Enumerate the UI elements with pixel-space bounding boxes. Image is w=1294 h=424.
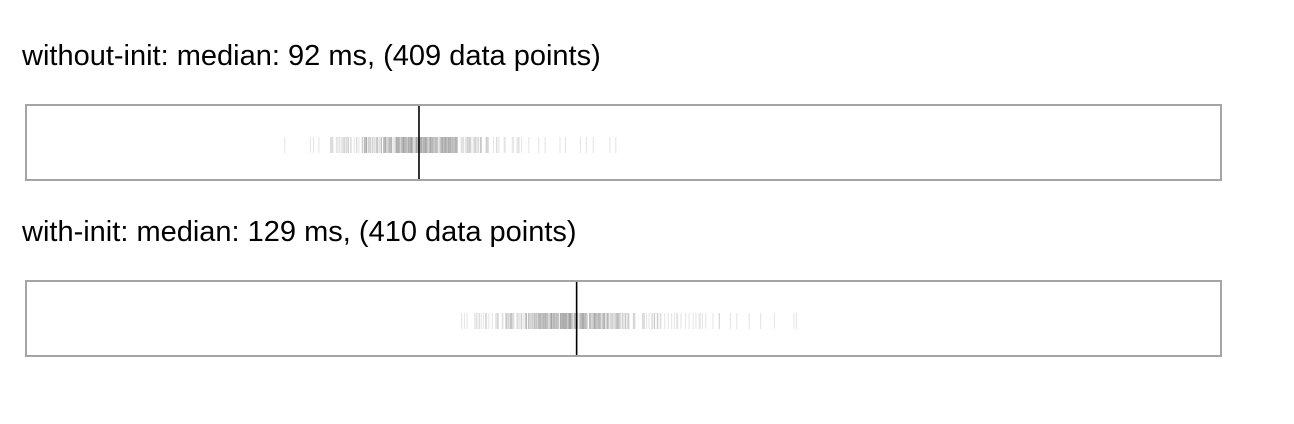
median-label: median: [176,40,280,72]
points-label: data points [425,216,567,248]
strip-panel-with-init: with-init: median: 129 ms, (410 data poi… [22,214,577,250]
median-unit: ms [304,216,343,248]
median-label: median: [136,216,240,248]
strip-plot-with-init [25,280,1222,357]
strip-panel-without-init: without-init: median: 92 ms, (409 data p… [22,38,601,74]
series-name: with-init [22,216,121,248]
points-label: data points [449,40,592,72]
series-name: without-init [22,40,161,72]
point-count: 410 [368,216,417,248]
strip-svg-with-init [461,282,797,355]
median-value: 129 [247,216,297,248]
panel-title-without-init: without-init: median: 92 ms, (409 data p… [22,40,601,72]
strip-svg-without-init [284,106,617,179]
median-unit: ms [328,40,367,72]
panel-title-with-init: with-init: median: 129 ms, (410 data poi… [22,216,577,248]
median-value: 92 [287,40,321,72]
point-count: 409 [392,40,442,72]
strip-plot-without-init [25,104,1222,181]
